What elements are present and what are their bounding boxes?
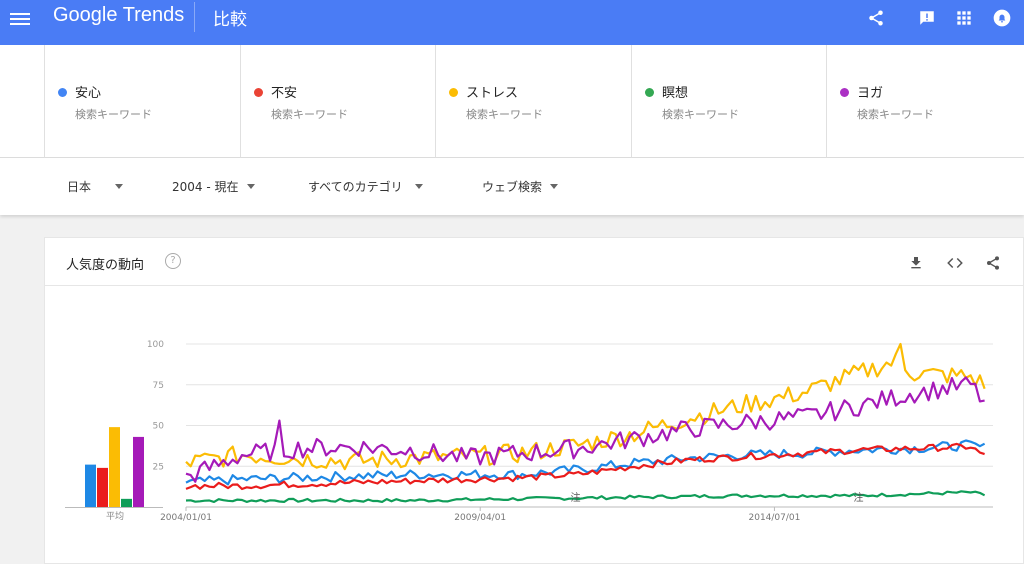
chevron-down-icon [414, 184, 423, 189]
series-line-3 [185, 342, 986, 471]
term-type: 検索キーワード [662, 108, 739, 121]
average-bar-2 [97, 467, 108, 507]
help-icon[interactable]: ? [165, 253, 181, 269]
search-type-value: ウェブ検索 [482, 180, 543, 194]
y-tick-label: 75 [153, 381, 164, 391]
term-label[interactable]: 瞑想 [662, 86, 689, 101]
series-line-1 [185, 439, 986, 486]
term-card-2[interactable]: 不安 検索キーワード [240, 45, 435, 158]
term-color-dot [254, 88, 263, 97]
download-icon[interactable] [907, 254, 925, 272]
x-tick-label: 2004/01/01 [160, 513, 212, 523]
region-dropdown[interactable]: 日本 [67, 178, 124, 195]
term-color-dot [840, 88, 849, 97]
period-dropdown[interactable]: 2004 - 現在 [172, 178, 255, 195]
apps-icon[interactable] [954, 8, 974, 28]
term-card-3[interactable]: ストレス 検索キーワード [435, 45, 631, 158]
category-dropdown[interactable]: すべてのカテゴリ [308, 178, 423, 195]
period-value: 2004 - 現在 [172, 180, 239, 194]
series-line-4 [185, 490, 986, 503]
interest-over-time-card: 人気度の動向 ? 25 50 75 100 2004/01/01 2009/04/01 20… [44, 237, 1024, 564]
category-value: すべてのカテゴリ [308, 180, 403, 194]
term-card-5[interactable]: ヨガ 検索キーワード [826, 45, 1024, 158]
term-label[interactable]: 安心 [75, 86, 102, 101]
term-card-1[interactable]: 安心 検索キーワード [44, 45, 240, 158]
term-color-dot [58, 88, 67, 97]
term-color-dot [645, 88, 654, 97]
term-card-4[interactable]: 瞑想 検索キーワード [631, 45, 826, 158]
share-icon[interactable] [866, 8, 886, 28]
term-label[interactable]: 不安 [271, 86, 298, 101]
y-tick-label: 100 [147, 340, 164, 350]
y-tick-label: 50 [153, 422, 165, 432]
filters-bar: 日本 2004 - 現在 すべてのカテゴリ ウェブ検索 [0, 158, 1024, 215]
compare-terms-bar: 安心 検索キーワード 不安 検索キーワード ストレス 検索キーワード 瞑想 検索… [0, 45, 1024, 158]
term-type: 検索キーワード [271, 108, 348, 121]
app-bar: Google Trends 比較 [0, 0, 1024, 45]
term-label[interactable]: ストレス [466, 86, 519, 101]
card-header: 人気度の動向 ? [45, 238, 1023, 286]
y-tick-label: 25 [153, 462, 164, 472]
series-line-2 [185, 442, 985, 491]
average-bar-5 [133, 436, 144, 507]
average-label: 平均 [106, 510, 124, 522]
card-title: 人気度の動向 [66, 258, 145, 273]
logo[interactable]: Google Trends [53, 4, 185, 26]
x-tick-label: 2009/04/01 [454, 513, 506, 523]
feedback-icon[interactable] [917, 8, 937, 28]
average-bar-3 [109, 427, 120, 507]
chevron-down-icon [246, 184, 255, 189]
term-type: 検索キーワード [466, 108, 543, 121]
chevron-down-icon [550, 184, 559, 189]
chevron-down-icon [115, 184, 124, 189]
menu-icon[interactable] [10, 10, 30, 26]
search-type-dropdown[interactable]: ウェブ検索 [482, 178, 559, 195]
embed-icon[interactable] [946, 254, 964, 272]
trend-chart[interactable]: 25 50 75 100 2004/01/01 2009/04/01 2014/07/01 注… [45, 286, 1023, 564]
term-type: 検索キーワード [75, 108, 152, 121]
term-type: 検索キーワード [857, 108, 934, 121]
annotation-marker: 注 [854, 491, 864, 504]
annotation-marker: 注 [570, 491, 580, 504]
notifications-icon[interactable] [992, 8, 1012, 28]
term-color-dot [449, 88, 458, 97]
region-value: 日本 [67, 180, 92, 194]
page-title: 比較 [213, 10, 247, 30]
share-icon[interactable] [984, 254, 1002, 272]
x-tick-label: 2014/07/01 [749, 513, 801, 523]
average-bar-1 [85, 464, 96, 507]
average-bar-4 [121, 498, 132, 507]
header-divider [194, 2, 195, 32]
series-line-5 [185, 376, 985, 483]
term-label[interactable]: ヨガ [857, 86, 884, 101]
